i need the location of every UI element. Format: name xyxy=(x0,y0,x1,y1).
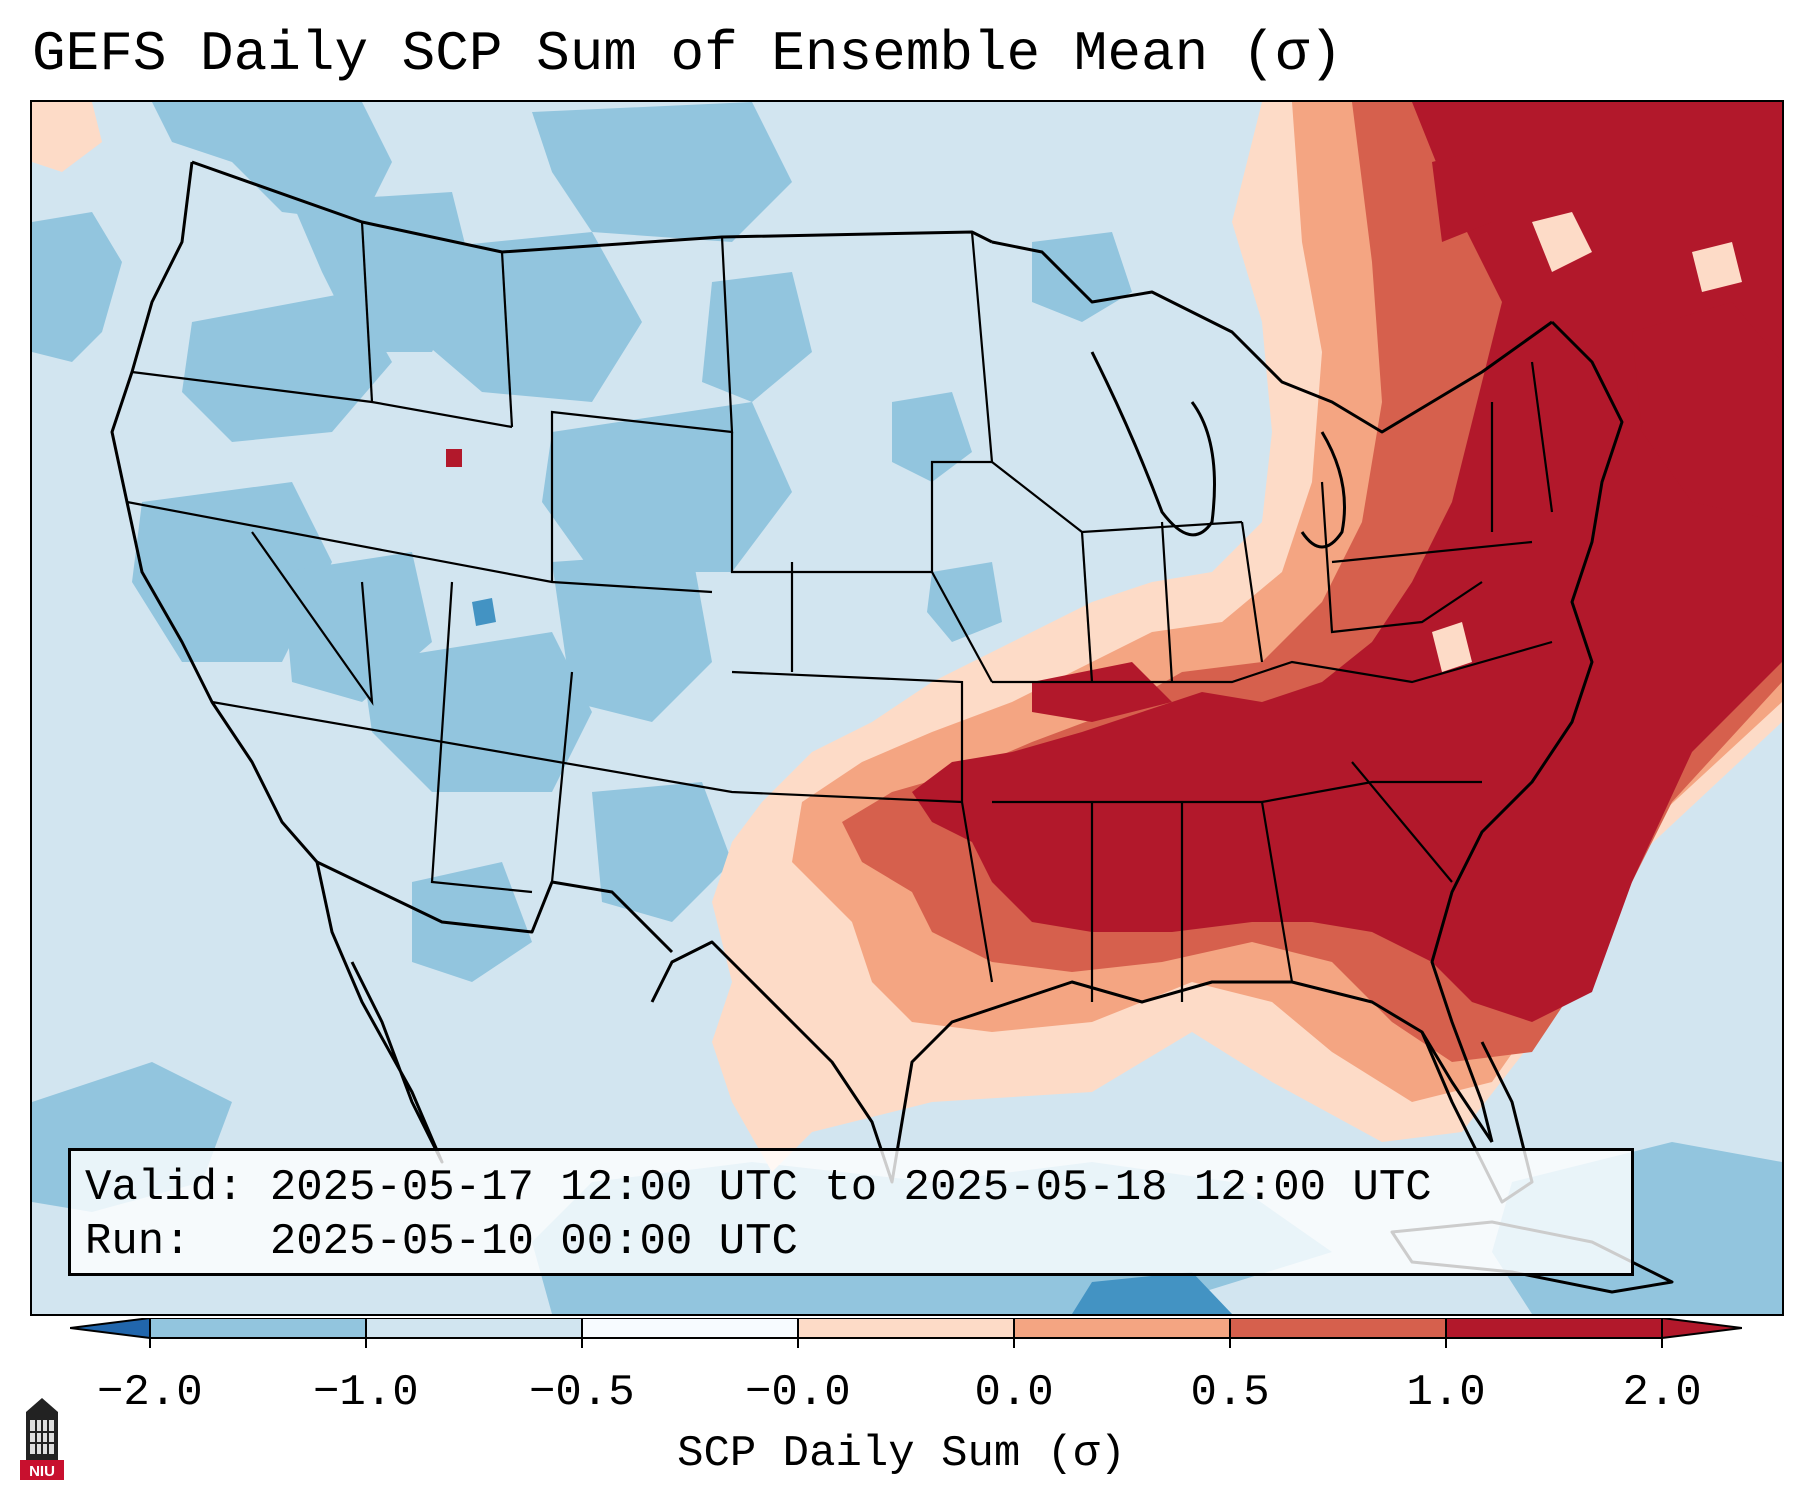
colorbar-tick-label: −0.5 xyxy=(529,1368,635,1418)
colorbar xyxy=(70,1318,1742,1348)
mexico-border xyxy=(316,860,674,954)
state-borders xyxy=(126,221,1554,1002)
colorbar-bin xyxy=(150,1318,367,1338)
baja-coastline xyxy=(315,861,444,1164)
colorbar-tick-label: −0.0 xyxy=(745,1368,851,1418)
run-value: 2025-05-10 00:00 UTC xyxy=(269,1217,798,1267)
colorbar-bin xyxy=(366,1318,583,1338)
colorbar-under-arrow xyxy=(70,1318,150,1338)
coastlines-and-borders xyxy=(110,160,1674,1294)
colorbar-tick-label: 1.0 xyxy=(1406,1368,1486,1418)
colorbar-outline xyxy=(70,1318,1742,1339)
chart-title: GEFS Daily SCP Sum of Ensemble Mean (σ) xyxy=(32,22,1343,86)
strong-negative-patches xyxy=(472,598,1232,1314)
west-coastline xyxy=(110,161,319,863)
colorbar-over-arrow xyxy=(1662,1318,1742,1338)
colorbar-bin xyxy=(1230,1318,1447,1338)
strong-positive-field xyxy=(446,102,1782,1022)
colorbar-ticks xyxy=(149,1318,1663,1348)
lake-huron xyxy=(1300,431,1346,549)
valid-label: Valid: xyxy=(85,1163,244,1213)
info-box: Valid: 2025-05-17 12:00 UTC to 2025-05-1… xyxy=(68,1148,1634,1276)
map-panel: Valid: 2025-05-17 12:00 UTC to 2025-05-1… xyxy=(30,100,1784,1316)
colorbar-tick-label: 2.0 xyxy=(1622,1368,1702,1418)
great-lakes-outline xyxy=(991,240,1553,434)
colorbar-bins xyxy=(150,1318,1663,1338)
map-canvas xyxy=(32,102,1782,1314)
lake-michigan xyxy=(1090,351,1216,537)
negative-anomaly-patches xyxy=(32,102,1782,1314)
niu-castle-logo-icon: NIU xyxy=(20,1398,64,1480)
canada-us-border xyxy=(191,160,993,254)
colorbar-tick-label: 0.5 xyxy=(1190,1368,1270,1418)
gulf-coastline xyxy=(650,940,1494,1184)
colorbar-bin xyxy=(798,1318,1015,1338)
light-patches-in-warm xyxy=(1432,212,1742,672)
colorbar-tick-label: −1.0 xyxy=(313,1368,419,1418)
valid-value: 2025-05-17 12:00 UTC to 2025-05-18 12:00… xyxy=(269,1163,1432,1213)
colorbar-tick-label: 0.0 xyxy=(974,1368,1054,1418)
colorbar-bin xyxy=(1014,1318,1231,1338)
run-label: Run: xyxy=(85,1217,191,1267)
logo-text: NIU xyxy=(29,1463,55,1480)
colorbar-bin xyxy=(582,1318,799,1338)
colorbar-bin xyxy=(1446,1318,1663,1338)
east-coastline xyxy=(1430,320,1624,1143)
colorbar-label: SCP Daily Sum (σ) xyxy=(677,1429,1126,1479)
colorbar-tick-label: −2.0 xyxy=(97,1368,203,1418)
